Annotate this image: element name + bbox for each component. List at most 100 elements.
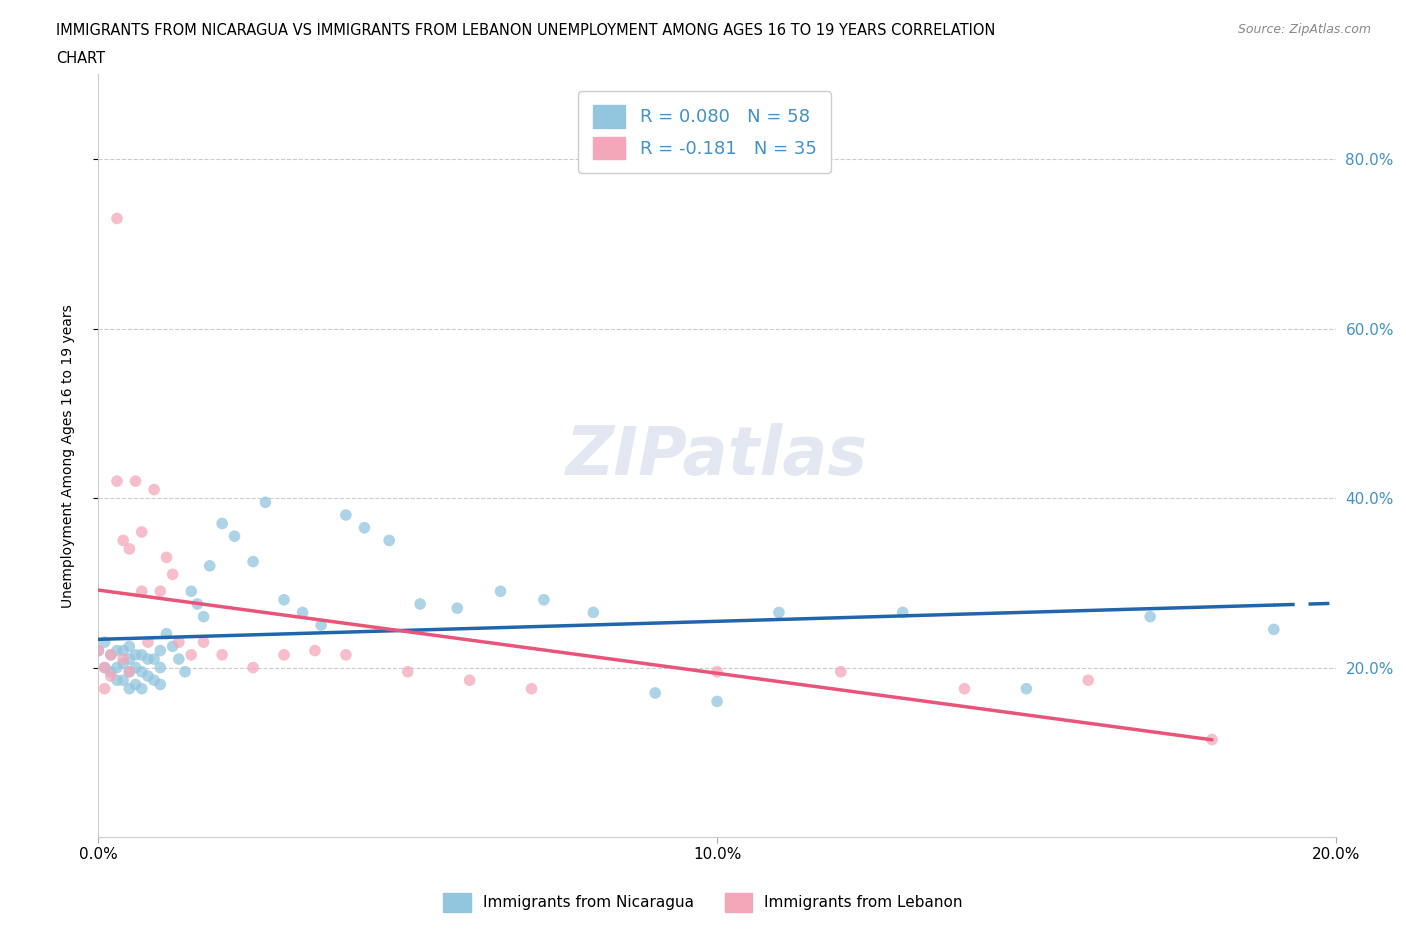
Point xyxy=(155,626,177,641)
Point xyxy=(193,609,215,624)
Point xyxy=(131,682,153,697)
Point xyxy=(118,652,141,667)
Point xyxy=(304,644,326,658)
Point xyxy=(162,567,184,582)
Point xyxy=(124,677,146,692)
Point xyxy=(136,652,159,667)
Point xyxy=(131,584,153,599)
Point xyxy=(143,482,166,497)
Point xyxy=(118,541,141,556)
Point xyxy=(105,660,128,675)
Point xyxy=(768,605,790,620)
Text: CHART: CHART xyxy=(56,51,105,66)
Point xyxy=(118,639,141,654)
Point xyxy=(118,664,141,679)
Point xyxy=(105,473,128,488)
Point xyxy=(136,634,159,649)
Point xyxy=(143,672,166,687)
Point xyxy=(149,677,172,692)
Point xyxy=(124,647,146,662)
Point xyxy=(180,584,202,599)
Point xyxy=(533,592,555,607)
Point xyxy=(167,634,190,649)
Point xyxy=(211,647,233,662)
Point xyxy=(87,644,110,658)
Point xyxy=(112,652,135,667)
Point xyxy=(644,685,666,700)
Point xyxy=(100,647,122,662)
Point xyxy=(136,669,159,684)
Point xyxy=(105,211,128,226)
Point xyxy=(112,656,135,671)
Legend: R = 0.080   N = 58, R = -0.181   N = 35: R = 0.080 N = 58, R = -0.181 N = 35 xyxy=(578,91,831,173)
Point xyxy=(93,660,115,675)
Point xyxy=(1139,609,1161,624)
Point xyxy=(242,660,264,675)
Point xyxy=(162,639,184,654)
Point xyxy=(273,647,295,662)
Point xyxy=(458,672,481,687)
Point xyxy=(582,605,605,620)
Point xyxy=(100,669,122,684)
Point xyxy=(1015,682,1038,697)
Point xyxy=(100,664,122,679)
Y-axis label: Unemployment Among Ages 16 to 19 years: Unemployment Among Ages 16 to 19 years xyxy=(60,304,75,607)
Point xyxy=(891,605,914,620)
Point xyxy=(124,473,146,488)
Point xyxy=(87,644,110,658)
Point xyxy=(520,682,543,697)
Point xyxy=(1077,672,1099,687)
Point xyxy=(105,644,128,658)
Point xyxy=(291,605,314,620)
Point xyxy=(446,601,468,616)
Point xyxy=(254,495,277,510)
Point xyxy=(224,529,246,544)
Point xyxy=(167,652,190,667)
Point xyxy=(112,672,135,687)
Point xyxy=(353,520,375,535)
Point xyxy=(198,558,221,573)
Point xyxy=(124,660,146,675)
Point xyxy=(105,672,128,687)
Point xyxy=(706,694,728,709)
Point xyxy=(131,664,153,679)
Point xyxy=(174,664,197,679)
Text: Source: ZipAtlas.com: Source: ZipAtlas.com xyxy=(1237,23,1371,36)
Point xyxy=(112,644,135,658)
Point xyxy=(830,664,852,679)
Point xyxy=(193,634,215,649)
Legend: Immigrants from Nicaragua, Immigrants from Lebanon: Immigrants from Nicaragua, Immigrants fr… xyxy=(437,887,969,918)
Point xyxy=(93,634,115,649)
Point xyxy=(335,508,357,523)
Point xyxy=(112,533,135,548)
Point xyxy=(131,647,153,662)
Point xyxy=(409,596,432,611)
Point xyxy=(396,664,419,679)
Point xyxy=(155,550,177,565)
Point xyxy=(378,533,401,548)
Point xyxy=(93,660,115,675)
Point xyxy=(93,682,115,697)
Point xyxy=(211,516,233,531)
Point xyxy=(335,647,357,662)
Point xyxy=(309,618,332,632)
Point xyxy=(1263,622,1285,637)
Point xyxy=(186,596,208,611)
Point xyxy=(242,554,264,569)
Point xyxy=(953,682,976,697)
Point xyxy=(273,592,295,607)
Point xyxy=(149,584,172,599)
Point xyxy=(180,647,202,662)
Point xyxy=(489,584,512,599)
Point xyxy=(149,660,172,675)
Point xyxy=(118,682,141,697)
Text: IMMIGRANTS FROM NICARAGUA VS IMMIGRANTS FROM LEBANON UNEMPLOYMENT AMONG AGES 16 : IMMIGRANTS FROM NICARAGUA VS IMMIGRANTS … xyxy=(56,23,995,38)
Point xyxy=(1201,732,1223,747)
Point xyxy=(149,644,172,658)
Text: ZIPatlas: ZIPatlas xyxy=(567,423,868,488)
Point xyxy=(118,664,141,679)
Point xyxy=(706,664,728,679)
Point xyxy=(100,647,122,662)
Point xyxy=(143,652,166,667)
Point xyxy=(131,525,153,539)
